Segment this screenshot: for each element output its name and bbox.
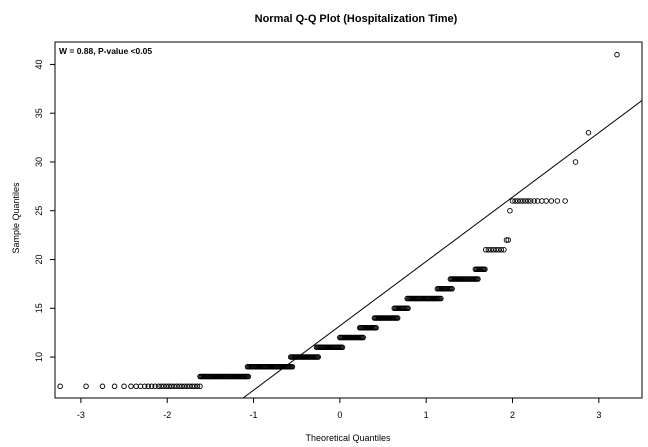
y-tick-label: 20 <box>34 254 44 264</box>
low-tail-point <box>142 383 148 390</box>
statistic-annotation: W = 0.88, P-value <0.05 <box>59 46 152 56</box>
y-tick-label: 10 <box>34 352 44 362</box>
run-point <box>405 305 411 312</box>
upper-tail-point <box>483 246 489 253</box>
upper-tail-point <box>527 198 534 204</box>
run-point <box>360 334 366 341</box>
low-tail-point <box>57 383 63 390</box>
chart-title: Normal Q-Q Plot (Hospitalization Time) <box>255 13 458 25</box>
low-tail-point <box>161 383 167 390</box>
low-tail-point <box>181 383 188 390</box>
upper-tail-point <box>517 198 524 204</box>
y-tick-label: 15 <box>34 303 44 313</box>
upper-tail-point <box>501 246 507 253</box>
low-tail-point <box>155 383 162 390</box>
low-tail-point <box>173 383 180 390</box>
run-point <box>438 295 444 302</box>
run-point <box>289 364 296 370</box>
x-tick-label: 0 <box>337 410 342 420</box>
low-tail-point <box>179 383 185 390</box>
x-tick-label: 3 <box>596 410 601 420</box>
low-tail-point <box>145 383 151 390</box>
x-axis: -3 -2 -1 0 1 2 3 <box>77 398 601 420</box>
x-tick-label: -1 <box>250 410 258 420</box>
data-points <box>57 51 620 390</box>
low-tail-point <box>152 383 158 390</box>
low-tail-point <box>99 383 106 390</box>
low-tail-point <box>176 383 183 390</box>
upper-tail-point <box>503 237 510 243</box>
x-tick-label: -3 <box>77 410 85 420</box>
run-point <box>245 373 252 380</box>
y-tick-label: 25 <box>34 206 44 216</box>
y-tick-label: 30 <box>34 157 44 167</box>
upper-tail-point <box>493 246 499 253</box>
low-tail-point <box>83 383 89 390</box>
low-tail-point <box>128 383 134 390</box>
x-axis-label: Theoretical Quantiles <box>305 433 391 443</box>
upper-tail-point <box>614 51 620 58</box>
low-tail-point <box>158 383 164 390</box>
low-tail-point <box>111 383 118 390</box>
low-tail-point <box>186 383 193 390</box>
x-tick-label: 1 <box>424 410 429 420</box>
upper-tail-point <box>509 198 516 204</box>
plot-frame <box>54 41 643 399</box>
low-tail-point <box>166 383 172 390</box>
upper-tail-point <box>485 246 492 253</box>
run-point <box>394 315 401 321</box>
upper-tail-point <box>520 198 526 204</box>
y-tick-label: 35 <box>34 108 44 118</box>
upper-tail-point <box>585 129 592 136</box>
low-tail-point <box>168 383 175 390</box>
upper-tail-point <box>525 198 531 204</box>
upper-tail-point <box>495 246 502 253</box>
x-tick-label: 2 <box>510 410 515 420</box>
low-tail-point <box>194 383 201 390</box>
upper-tail-point <box>498 246 505 253</box>
run-point <box>475 276 481 282</box>
run-point <box>315 354 322 360</box>
upper-tail-point <box>505 237 511 243</box>
low-tail-point <box>171 383 177 390</box>
low-tail-point <box>189 383 196 390</box>
low-tail-point <box>121 383 127 390</box>
low-tail-point <box>148 383 155 390</box>
upper-tail-point <box>522 198 529 204</box>
y-axis: 10 15 20 25 30 35 40 <box>34 59 55 362</box>
low-tail-point <box>184 383 190 390</box>
y-axis-label: Sample Quantiles <box>11 182 21 254</box>
reference-line <box>242 100 643 399</box>
run-point <box>339 344 346 351</box>
low-tail-point <box>192 383 198 390</box>
upper-tail-point <box>572 159 579 165</box>
upper-tail-point <box>554 198 561 204</box>
low-tail-point <box>197 383 203 390</box>
run-point <box>449 286 455 292</box>
low-tail-point <box>163 383 170 390</box>
run-point <box>482 266 488 273</box>
upper-tail-point <box>548 198 555 204</box>
upper-tail-point <box>507 207 513 214</box>
x-tick-label: -2 <box>163 410 171 420</box>
y-tick-label: 40 <box>34 59 44 69</box>
upper-tail-point <box>490 246 497 253</box>
upper-tail-point <box>543 198 549 204</box>
run-point <box>373 325 379 331</box>
upper-tail-point <box>562 198 568 204</box>
upper-tail-point <box>512 198 518 204</box>
upper-tail-point <box>531 198 537 204</box>
upper-tail-point <box>514 198 521 204</box>
upper-tail-point <box>488 246 494 253</box>
